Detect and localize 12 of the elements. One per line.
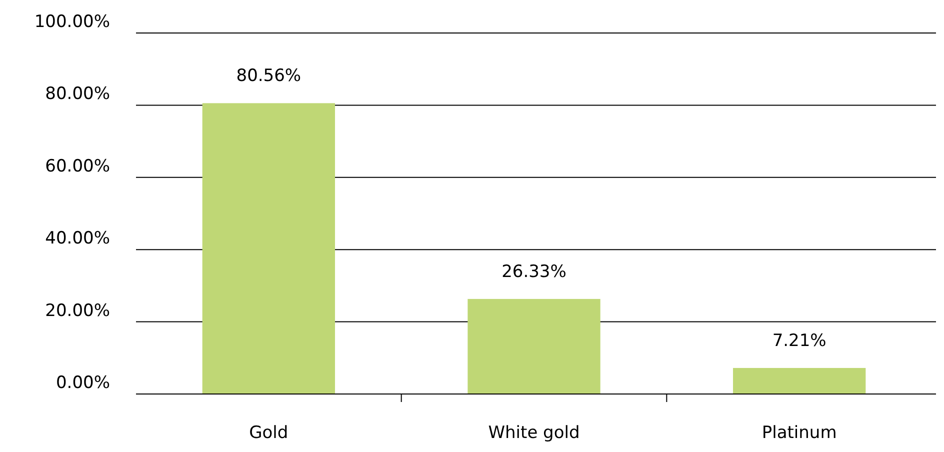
y-tick-label: 20.00% — [45, 300, 110, 321]
data-label: 80.56% — [236, 66, 302, 86]
x-tick-label: Gold — [249, 423, 288, 443]
y-tick-label: 80.00% — [45, 84, 110, 104]
y-tick-label: 40.00% — [45, 228, 110, 249]
y-tick-label: 60.00% — [45, 156, 110, 176]
data-label: 26.33% — [502, 262, 566, 282]
y-tick-label: 0.00% — [56, 373, 110, 393]
x-tick-label: White gold — [488, 423, 580, 443]
y-tick-label: 100.00% — [34, 12, 110, 32]
x-tick-label: Platinum — [762, 423, 837, 443]
data-label: 7.21% — [772, 330, 826, 351]
